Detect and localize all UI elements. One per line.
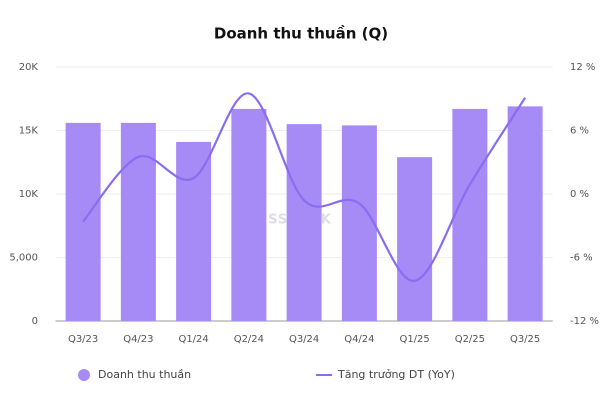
chart-title: Doanh thu thuần (Q) — [214, 25, 388, 43]
bar — [286, 124, 322, 322]
y2-tick-label: -6 % — [570, 253, 593, 264]
bar — [231, 108, 267, 321]
line — [82, 92, 527, 282]
y2-tick-label: 12 % — [570, 62, 595, 73]
y-tick-label: 0 — [32, 316, 38, 327]
y2-tick-label: 6 % — [570, 126, 589, 137]
y2-tick-label: 0 % — [570, 189, 589, 200]
x-tick-label: Q3/24 — [289, 334, 319, 345]
x-tick-label: Q4/24 — [344, 334, 374, 345]
bar — [120, 122, 156, 321]
x-tick-label: Q3/25 — [510, 334, 540, 345]
y-tick-label: 5,000 — [9, 253, 38, 264]
x-tick-label: Q1/25 — [399, 334, 429, 345]
legend-label: Tăng trưởng DT (YoY) — [337, 368, 455, 381]
legend-swatch — [78, 369, 90, 381]
y-tick-label: 15K — [19, 126, 39, 137]
x-tick-label: Q3/23 — [68, 334, 98, 345]
bar — [176, 141, 212, 321]
legend-label: Doanh thu thuần — [98, 368, 191, 381]
x-tick-label: Q1/24 — [178, 334, 208, 345]
x-tick-label: Q2/25 — [455, 334, 485, 345]
x-tick-label: Q4/23 — [123, 334, 153, 345]
bar — [341, 125, 377, 321]
y-tick-label: 20K — [19, 62, 39, 73]
y2-tick-label: -12 % — [570, 316, 599, 327]
bar — [452, 108, 488, 321]
bar — [65, 122, 101, 321]
y-tick-label: 10K — [19, 189, 39, 200]
x-tick-label: Q2/24 — [234, 334, 264, 345]
bar — [397, 157, 433, 321]
bar — [507, 106, 543, 322]
